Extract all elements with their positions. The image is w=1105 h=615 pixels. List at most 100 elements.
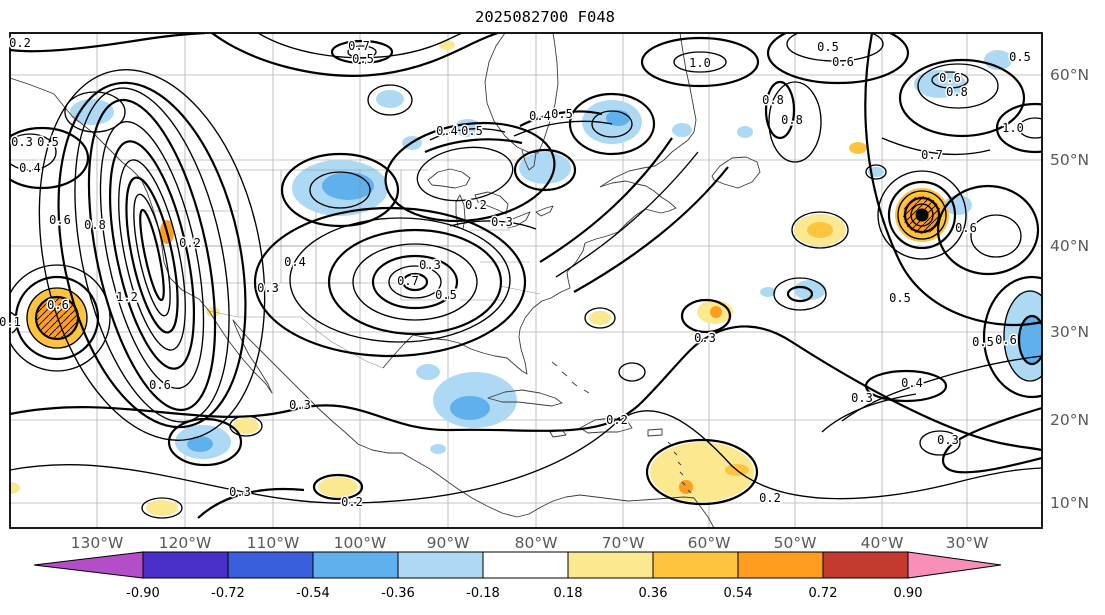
contour-line [898,58,1026,138]
contour-label: 0.5 [352,52,374,66]
anomaly-shading-patch [439,40,455,50]
anomaly-shading-patch [589,311,611,325]
contour-line [64,91,126,133]
contour-line [881,137,991,156]
contour-label: 0.2 [9,36,31,50]
contour-label: 0.2 [606,413,628,427]
contour-line [786,285,814,303]
contour-line [887,180,957,250]
contour-label: 1.0 [689,56,711,70]
contour-line [591,110,633,138]
anomaly-shading-patch [416,364,440,380]
contour-line [864,33,1042,327]
contour-label: 0.5 [551,107,573,121]
contour-line [1018,117,1042,139]
contour-label: 0.6 [995,333,1017,347]
contour-line [513,120,613,137]
map-frame [9,32,1043,529]
contour-line [865,164,887,180]
contour-label: 1.2 [116,290,138,304]
contour-line [257,33,463,59]
lon-tick-label: 120°W [159,534,212,552]
contour-labels: 0.2 0.70.50.4 0.50.4 0.51.00.80.50.60.60.50… [0,35,1032,511]
contour-line [229,415,263,437]
contour-line [786,33,884,62]
contour-line [416,146,514,202]
contour-label: 0.3 [419,258,441,272]
coastline [551,361,590,394]
contour-label: 0.7 [921,148,943,162]
coastline [487,389,563,407]
colorbar-segment [567,551,654,579]
contour-line [139,208,165,302]
contour-line [936,184,1040,276]
coastline [535,205,554,217]
colorbar-segment [397,551,484,579]
contour-line [211,33,499,77]
chart-title: 2025082700 F048 [475,8,615,26]
contour-line [910,203,934,227]
contour-label: 0.5 [1009,50,1031,64]
contour-label: 0.8 [84,218,106,232]
coastline [484,33,559,154]
lon-tick-label: 80°W [515,534,558,552]
anomaly-shading-patch [187,436,213,452]
contour-label: 0.4 [19,161,41,175]
contour-label: 0.5 [435,288,457,302]
contour-label: 0.6 [832,55,854,69]
contour-line [573,166,729,293]
contour-line [289,217,511,343]
state-border [499,285,541,295]
colorbar-tick-label: 0.36 [639,586,668,601]
contour-line [280,152,400,228]
contour-line [401,272,429,292]
contour-line [773,277,827,311]
contour-line [197,487,305,519]
contour-line [584,307,616,329]
contour-label: 0.7 [397,274,419,288]
anomaly-shading-patch [376,90,404,108]
anomaly-shading-patch [233,418,259,434]
contour-line [352,243,478,321]
lat-tick-label: 60°N [1050,66,1089,84]
lon-tick-label: 100°W [334,534,387,552]
lat-tick-label: 10°N [1050,494,1089,512]
lon-tick-label: 90°W [427,534,470,552]
contour-line [1017,314,1042,366]
contour-label: 0.4 [436,124,458,138]
colorbar-segment [142,551,229,579]
colorbar-segment [822,551,909,579]
contour-line [347,45,377,59]
contour-label: 0.5 [889,291,911,305]
contour-line [57,81,247,429]
coastline [667,441,692,494]
contour-label: 0.7 [348,39,370,53]
lon-tick-label: 110°W [247,534,300,552]
contour-line [995,102,1042,154]
lat-tick-label: 30°N [1050,323,1089,341]
anomaly-shading-patch [10,482,20,494]
contour-line [118,159,186,351]
coastline [579,417,633,434]
contour-label: 0.8 [781,113,803,127]
contour-line [371,254,459,310]
contour-label: 0.3 [937,433,959,447]
lat-tick-label: 50°N [1050,151,1089,169]
contour-line [539,137,673,263]
colorbar-segment [312,551,399,579]
contour-label: 0.3 [694,331,716,345]
contour-label: 0.5 [461,124,483,138]
contour-line [384,121,556,223]
lon-tick-label: 130°W [71,534,124,552]
anomaly-shading-patch [710,306,722,318]
contour-line [931,71,969,89]
colorbar-tick-label: 0.54 [724,586,753,601]
coastline [505,211,531,229]
colorbar-tick-label: -0.72 [211,586,245,601]
contour-label: 0.2 [759,491,781,505]
coastline [711,156,761,189]
contour-line [10,311,19,334]
anomaly-shading-patch [807,222,833,238]
contour-label: 0.8 [946,85,968,99]
contour-line [821,393,917,433]
